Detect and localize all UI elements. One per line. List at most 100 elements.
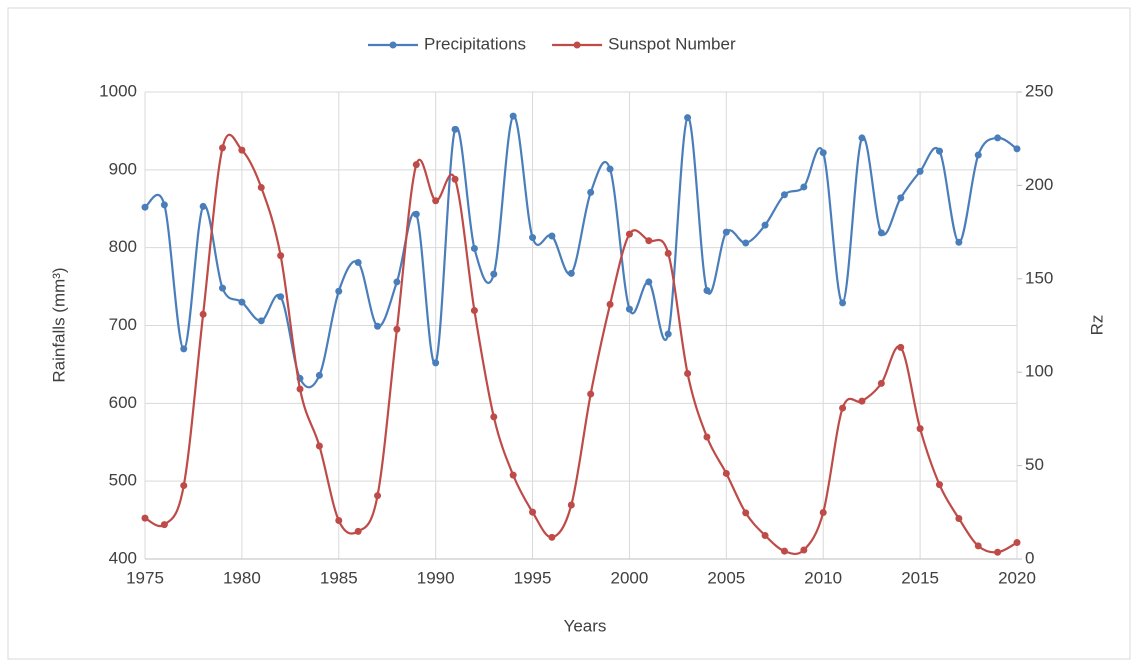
y-tick-label: 600 (109, 393, 137, 412)
legend-marker (573, 41, 581, 49)
data-point (780, 547, 788, 555)
y-tick-label: 800 (109, 237, 137, 256)
data-point (548, 232, 556, 240)
data-point (587, 390, 595, 398)
data-point (819, 149, 827, 157)
data-point (354, 527, 362, 535)
data-point (451, 125, 459, 133)
y-tick-label: 500 (109, 471, 137, 490)
data-point (257, 183, 265, 191)
data-point (490, 413, 498, 421)
data-point (761, 221, 769, 229)
data-point (412, 161, 420, 169)
data-point (994, 548, 1002, 556)
data-point (470, 244, 478, 252)
data-point (180, 482, 188, 490)
data-point (587, 188, 595, 196)
legend-marker (389, 41, 397, 49)
data-point (664, 330, 672, 338)
data-point (509, 471, 517, 479)
data-point (877, 379, 885, 387)
y-tick-label: 1000 (99, 81, 137, 100)
data-point (354, 258, 362, 266)
data-point (1013, 145, 1021, 153)
data-point (684, 114, 692, 122)
data-point (277, 252, 285, 260)
data-point (955, 514, 963, 522)
data-point (257, 317, 265, 325)
x-tick-label: 1990 (417, 568, 455, 587)
data-point (374, 492, 382, 500)
data-point (800, 546, 808, 554)
data-point (916, 167, 924, 175)
data-point (645, 278, 653, 286)
data-point (160, 201, 168, 209)
data-point (935, 481, 943, 489)
data-point (742, 239, 750, 247)
x-axis-title: Years (564, 616, 607, 635)
data-point (703, 433, 711, 441)
data-point (742, 509, 750, 517)
data-point (432, 359, 440, 367)
data-point (819, 508, 827, 516)
data-point (451, 175, 459, 183)
data-point (160, 521, 168, 529)
y2-tick-label: 0 (1025, 548, 1034, 567)
data-point (994, 134, 1002, 142)
data-point (935, 147, 943, 155)
data-point (897, 194, 905, 202)
data-point (974, 542, 982, 550)
data-point (238, 298, 246, 306)
legend-label: Sunspot Number (608, 34, 736, 53)
data-point (858, 397, 866, 405)
data-point (509, 112, 517, 120)
data-point (141, 203, 149, 211)
data-point (664, 249, 672, 257)
data-point (974, 151, 982, 159)
chart-border (7, 7, 1131, 660)
data-point (567, 269, 575, 277)
data-point (335, 287, 343, 295)
data-point (877, 229, 885, 237)
data-point (315, 442, 323, 450)
data-point (412, 210, 420, 218)
data-point (606, 165, 614, 173)
x-tick-label: 1975 (126, 568, 164, 587)
x-tick-label: 2015 (901, 568, 939, 587)
y-tick-label: 700 (109, 315, 137, 334)
data-point (219, 284, 227, 292)
data-point (180, 345, 188, 353)
data-point (684, 370, 692, 378)
data-point (335, 517, 343, 525)
data-point (606, 300, 614, 308)
data-point (1013, 539, 1021, 547)
y2-axis-title: Rz (1087, 315, 1106, 336)
y-tick-label: 900 (109, 159, 137, 178)
y2-tick-label: 250 (1025, 81, 1053, 100)
data-point (529, 508, 537, 516)
x-tick-label: 2005 (707, 568, 745, 587)
data-point (374, 322, 382, 330)
data-point (432, 197, 440, 205)
x-tick-label: 2010 (804, 568, 842, 587)
data-point (858, 134, 866, 142)
y2-tick-label: 100 (1025, 362, 1053, 381)
x-tick-label: 1985 (320, 568, 358, 587)
data-point (548, 533, 556, 541)
data-point (470, 307, 478, 315)
data-point (916, 425, 924, 433)
data-point (780, 191, 788, 199)
data-point (955, 238, 963, 246)
data-point (490, 270, 498, 278)
data-point (645, 237, 653, 245)
y2-tick-label: 200 (1025, 175, 1053, 194)
data-point (199, 310, 207, 318)
data-point (219, 144, 227, 152)
data-point (238, 146, 246, 154)
data-point (625, 305, 633, 313)
data-point (199, 202, 207, 210)
y2-tick-label: 150 (1025, 268, 1053, 287)
data-point (722, 228, 730, 236)
y2-tick-label: 50 (1025, 455, 1044, 474)
